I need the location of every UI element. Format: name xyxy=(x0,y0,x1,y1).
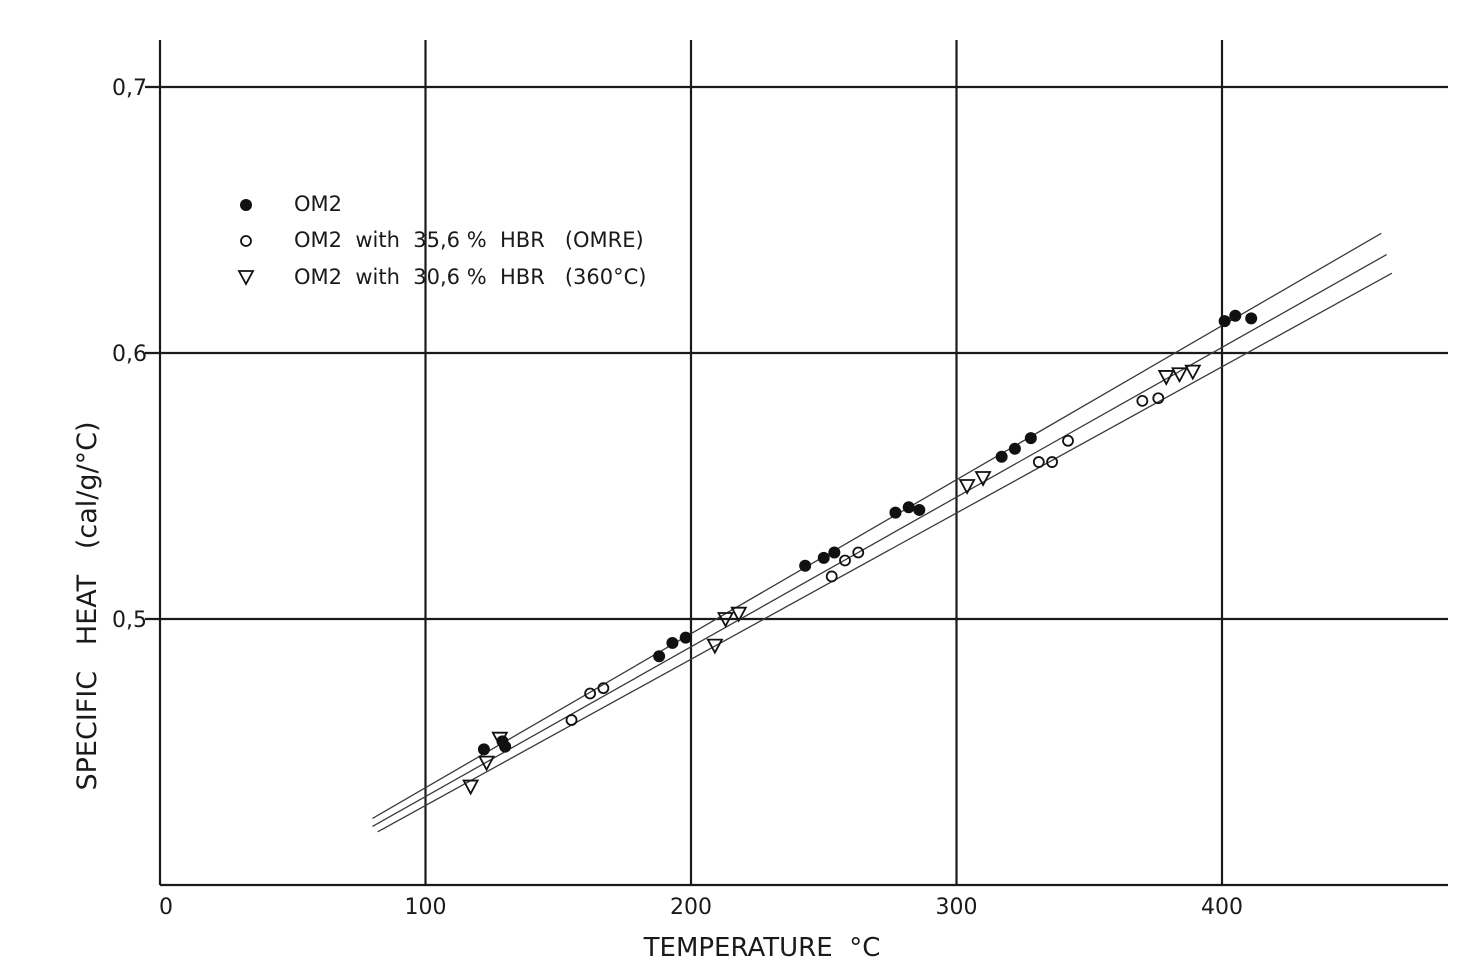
legend: OM2 OM2 with 35,6 % HBR (OMRE) OM2 with … xyxy=(237,192,646,289)
legend-label-om2-hbr-360: OM2 with 30,6 % HBR (360°C) xyxy=(294,265,646,289)
point-filled-circle-8 xyxy=(828,546,841,559)
x-axis-label: TEMPERATURE °C xyxy=(643,933,881,962)
point-open-triangle-down-8 xyxy=(1157,370,1175,386)
point-open-circle-0 xyxy=(565,714,578,726)
point-filled-circle-17 xyxy=(1245,312,1258,325)
fit-line-3 xyxy=(377,272,1393,833)
point-open-circle-7 xyxy=(1046,456,1058,468)
y-tick-label-0,5: 0,5 xyxy=(112,608,147,633)
point-filled-circle-11 xyxy=(913,503,926,516)
point-open-circle-9 xyxy=(1136,394,1149,407)
point-filled-circle-2 xyxy=(499,740,512,753)
fit-lines xyxy=(372,232,1393,833)
point-filled-circle-12 xyxy=(995,450,1008,463)
point-filled-circle-0 xyxy=(477,743,490,756)
y-axis-label: SPECIFIC HEAT (cal/g/°C) xyxy=(72,421,103,790)
legend-marker-filled-circle xyxy=(240,199,252,211)
point-filled-circle-14 xyxy=(1024,432,1037,445)
point-open-circle-10 xyxy=(1152,392,1165,405)
grid xyxy=(145,40,1448,887)
point-filled-circle-15 xyxy=(1218,315,1231,328)
point-filled-circle-16 xyxy=(1229,309,1242,322)
legend-marker-open-circle xyxy=(240,235,252,247)
point-open-triangle-down-3 xyxy=(706,638,724,655)
data-points xyxy=(462,309,1258,796)
point-open-triangle-down-6 xyxy=(958,479,976,495)
y-tick-label-0,7: 0,7 xyxy=(112,76,147,101)
x-tick-label-300: 300 xyxy=(936,895,978,920)
point-open-triangle-down-2 xyxy=(491,731,509,748)
x-tick-label-200: 200 xyxy=(670,895,712,920)
fit-line-1 xyxy=(372,232,1382,820)
point-open-circle-8 xyxy=(1062,434,1074,447)
point-open-circle-6 xyxy=(1032,456,1045,468)
point-open-circle-1 xyxy=(584,687,597,700)
point-open-triangle-down-5 xyxy=(730,606,748,623)
x-tick-label-400: 400 xyxy=(1201,895,1243,920)
point-open-circle-3 xyxy=(825,570,838,583)
point-open-triangle-down-7 xyxy=(974,471,992,487)
legend-label-om2-hbr-omre: OM2 with 35,6 % HBR (OMRE) xyxy=(294,228,644,252)
point-open-triangle-down-1 xyxy=(478,755,496,772)
point-filled-circle-3 xyxy=(653,650,666,663)
point-filled-circle-4 xyxy=(666,636,679,649)
legend-marker-open-triangle xyxy=(237,270,255,286)
point-open-circle-4 xyxy=(839,554,851,567)
point-filled-circle-7 xyxy=(817,551,830,564)
y-tick-label-0,6: 0,6 xyxy=(112,342,147,367)
x-tick-label-0: 0 xyxy=(159,895,173,920)
point-filled-circle-13 xyxy=(1008,442,1021,455)
point-filled-circle-6 xyxy=(799,559,812,572)
tick-labels: 0 100 200 300 400 0,5 0,6 0,7 xyxy=(112,76,1243,920)
x-tick-label-100: 100 xyxy=(405,895,447,920)
point-open-circle-2 xyxy=(597,682,610,695)
point-open-triangle-down-10 xyxy=(1184,364,1202,381)
point-filled-circle-5 xyxy=(679,631,692,644)
point-open-triangle-down-9 xyxy=(1171,367,1189,384)
legend-label-om2: OM2 xyxy=(294,192,342,216)
point-filled-circle-10 xyxy=(902,501,915,514)
point-open-circle-5 xyxy=(852,546,865,559)
point-open-triangle-down-0 xyxy=(462,779,480,796)
point-filled-circle-9 xyxy=(889,506,902,519)
fit-line-2 xyxy=(372,254,1387,828)
point-open-triangle-down-4 xyxy=(717,612,735,628)
